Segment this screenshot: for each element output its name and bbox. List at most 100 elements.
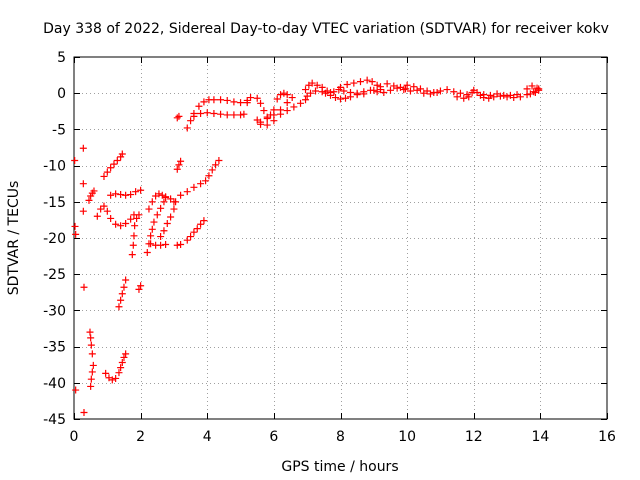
data-point [118, 290, 126, 298]
data-point [230, 111, 238, 119]
data-point [373, 81, 381, 89]
data-point [212, 161, 220, 169]
data-point [183, 188, 191, 196]
data-point [173, 114, 181, 122]
data-point [202, 177, 210, 185]
data-point [160, 227, 168, 235]
data-point [450, 88, 458, 96]
data-point [86, 328, 94, 336]
data-point [313, 81, 321, 89]
data-point [89, 361, 97, 369]
y-tick-label: 5 [57, 50, 66, 66]
y-tick-label: 0 [57, 86, 66, 102]
data-point [513, 91, 521, 99]
data-point [456, 89, 464, 97]
y-tick-label: -10 [43, 159, 66, 175]
data-point [157, 233, 165, 241]
x-tick-label: 8 [336, 429, 345, 445]
data-point [88, 350, 96, 358]
data-point [312, 87, 320, 95]
data-point [187, 233, 195, 241]
data-point [112, 190, 120, 198]
data-point [297, 99, 305, 107]
data-point [263, 121, 271, 129]
data-point [302, 96, 310, 104]
data-point [163, 220, 171, 228]
data-point [177, 241, 185, 249]
data-point [122, 191, 130, 199]
data-point [115, 369, 123, 377]
data-point [72, 230, 80, 238]
data-point [500, 91, 508, 99]
y-tick-label: -30 [43, 303, 66, 319]
data-point [170, 205, 178, 213]
data-point [93, 212, 101, 220]
data-point [128, 251, 136, 259]
data-point [257, 120, 265, 128]
data-point [217, 110, 225, 118]
data-point [263, 115, 271, 123]
data-point [353, 89, 361, 97]
data-point [102, 369, 110, 377]
data-point [131, 222, 139, 230]
data-point [197, 109, 205, 117]
data-point [337, 95, 344, 103]
data-point [87, 375, 95, 383]
data-point [257, 99, 265, 107]
data-point [145, 205, 153, 213]
data-point [205, 172, 213, 180]
data-point [283, 107, 291, 115]
data-point [173, 241, 181, 249]
data-point [129, 241, 137, 249]
data-point [506, 91, 514, 99]
data-point [413, 86, 421, 94]
data-point [135, 285, 143, 293]
data-point [277, 106, 285, 114]
data-point [327, 91, 335, 99]
data-point [79, 180, 87, 188]
data-point [148, 198, 156, 206]
data-point [135, 211, 143, 219]
data-point [120, 353, 128, 361]
data-point [400, 86, 408, 94]
data-point [172, 198, 180, 206]
data-point [350, 79, 358, 87]
data-point [318, 88, 326, 96]
data-point [72, 386, 80, 394]
data-point [153, 211, 161, 219]
data-point [416, 85, 424, 93]
axis-ticks: 0 2 4 6 8 10 12 14 16 5 0 -5 -10 -15 -20 -25 -30 -35 -40 -4… [43, 50, 616, 445]
x-tick-label: 16 [598, 429, 616, 445]
data-point [460, 94, 468, 102]
y-tick-label: -25 [43, 267, 66, 283]
data-point [120, 283, 128, 291]
data-point [108, 376, 116, 384]
data-point [90, 187, 98, 195]
data-point [307, 89, 315, 97]
data-point [117, 191, 125, 199]
data-point [88, 368, 96, 376]
data-point [71, 222, 79, 230]
data-point [110, 160, 118, 168]
data-points [71, 76, 543, 416]
data-point [183, 124, 191, 132]
data-point [420, 89, 428, 97]
data-point [173, 165, 181, 173]
y-tick-label: -15 [43, 195, 66, 211]
data-point [200, 98, 208, 106]
data-point [177, 191, 185, 199]
data-point [147, 240, 155, 248]
data-point [162, 193, 170, 201]
data-point [363, 76, 371, 84]
data-point [107, 214, 115, 222]
data-point [87, 341, 95, 349]
data-point [122, 276, 130, 284]
data-point [71, 157, 79, 165]
data-point [341, 94, 349, 102]
data-point [376, 83, 384, 91]
chart-title: Day 338 of 2022, Sidereal Day-to-day VTE… [43, 21, 609, 37]
data-point [393, 84, 401, 92]
data-point [87, 334, 95, 342]
data-point [386, 86, 394, 94]
